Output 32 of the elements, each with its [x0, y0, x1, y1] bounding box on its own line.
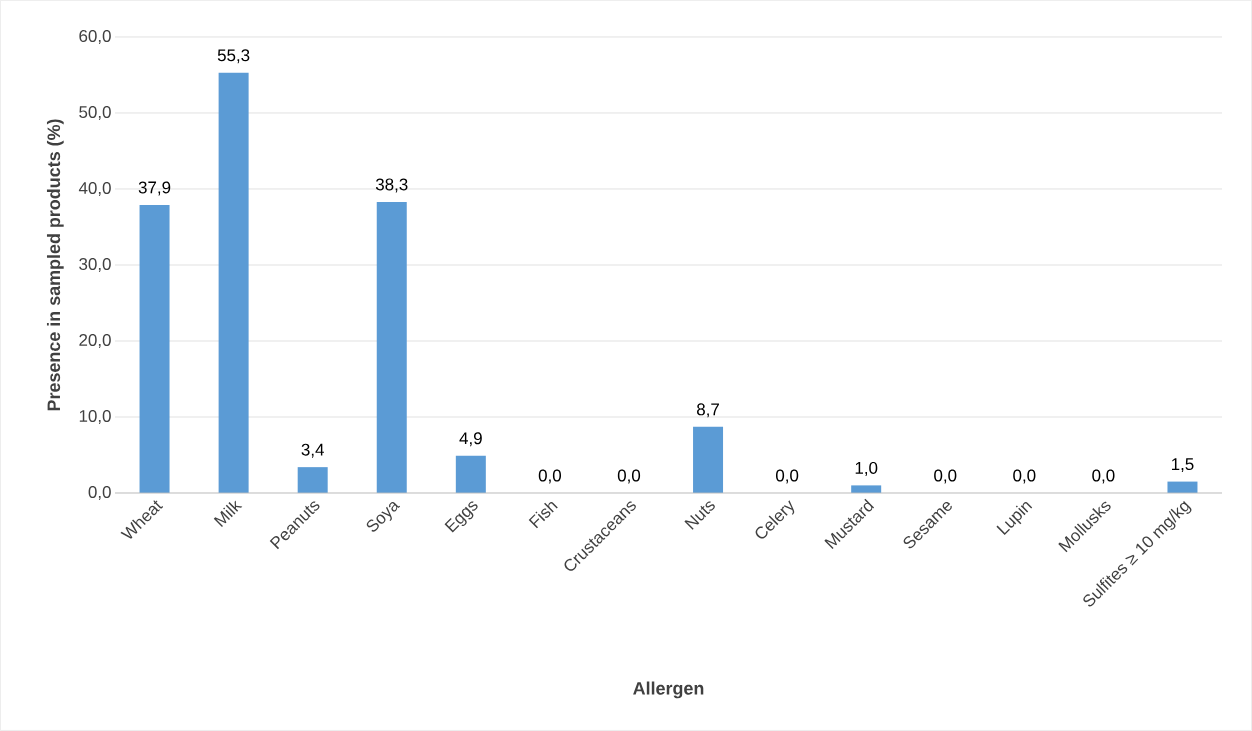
- bar: [139, 204, 170, 493]
- bar: [455, 455, 486, 493]
- data-label: 38,3: [375, 178, 408, 193]
- y-tick-label: 30,0: [79, 257, 111, 272]
- x-tick-label: Fish: [528, 501, 558, 529]
- data-label: 0,0: [1092, 469, 1115, 484]
- data-label: 3,4: [301, 443, 324, 458]
- data-label: 4,9: [459, 432, 482, 447]
- bar: [218, 72, 249, 493]
- data-label: 37,9: [138, 181, 171, 196]
- data-label: 0,0: [934, 469, 957, 484]
- data-label: 8,7: [697, 403, 719, 418]
- data-label: 55,3: [217, 49, 250, 64]
- bar: [376, 201, 407, 493]
- data-label: 1,0: [855, 461, 878, 476]
- bar: [693, 426, 724, 493]
- y-tick-label: 20,0: [79, 333, 111, 348]
- data-label: 0,0: [538, 469, 562, 484]
- data-label: 1,5: [1171, 458, 1194, 473]
- data-label: 0,0: [617, 469, 641, 484]
- y-axis-title: Presence in sampled products (%): [46, 119, 64, 411]
- data-label: 0,0: [776, 469, 799, 484]
- data-label: 0,0: [1013, 469, 1036, 484]
- y-tick-label: 10,0: [79, 409, 111, 424]
- y-tick-label: 60,0: [79, 29, 111, 44]
- y-tick-label: 50,0: [79, 105, 111, 120]
- x-tick-label: Milk: [213, 500, 243, 527]
- y-tick-label: 40,0: [78, 181, 111, 196]
- bar: [851, 485, 882, 493]
- y-tick-label: 0,0: [88, 485, 111, 500]
- x-axis-title: Allergen: [633, 681, 704, 699]
- bar: [297, 467, 328, 493]
